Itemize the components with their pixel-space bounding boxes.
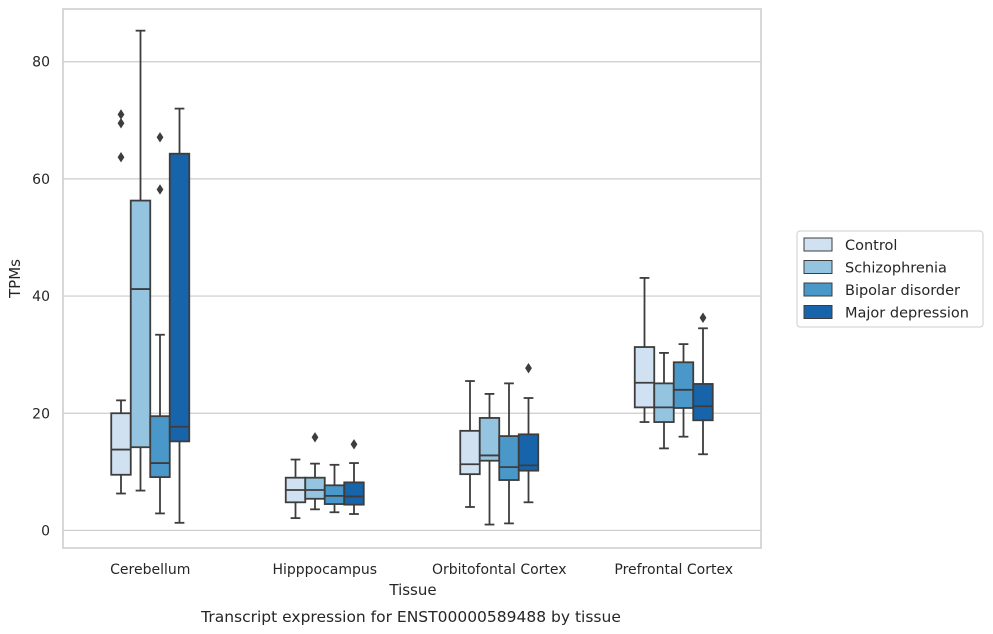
y-tick-label: 60 <box>32 172 50 188</box>
outlier-point <box>699 312 707 323</box>
x-axis-label: Tissue <box>388 581 436 599</box>
iqr-box <box>633 346 656 409</box>
chart-caption: Transcript expression for ENST0000058948… <box>200 608 621 626</box>
iqr-box <box>149 415 171 479</box>
box-group <box>633 277 656 423</box>
legend-label: Control <box>845 238 897 254</box>
legend-item: Control <box>803 237 897 254</box>
x-tick-label: Orbitofontal Cortex <box>432 562 567 578</box>
legend-item: Schizophrenia <box>803 260 947 277</box>
legend-label: Bipolar disorder <box>845 283 960 299</box>
box-group <box>129 29 152 492</box>
box-group <box>304 432 326 511</box>
legend-item: Major depression <box>803 305 969 322</box>
iqr-box <box>323 484 346 505</box>
iqr-box <box>653 382 675 423</box>
plot-area-frame <box>62 8 762 549</box>
y-axis-label: TPMs <box>6 259 24 299</box>
x-tick-label: Prefrontal Cortex <box>614 562 733 578</box>
outlier-point <box>156 132 164 143</box>
iqr-box <box>478 417 501 462</box>
iqr-box <box>304 476 326 500</box>
box-group <box>149 132 171 515</box>
iqr-box <box>498 435 520 481</box>
outlier-point <box>117 152 125 163</box>
box-group <box>343 439 365 515</box>
outlier-point <box>156 184 164 195</box>
y-tick-labels: 0 20 40 60 80 <box>32 55 50 540</box>
y-tick-label: 80 <box>32 55 50 71</box>
y-tick-label: 40 <box>32 289 50 305</box>
legend-swatch <box>803 305 833 319</box>
iqr-box <box>110 412 132 476</box>
box-group <box>517 362 540 504</box>
box-group <box>168 107 191 524</box>
box-group <box>110 109 132 495</box>
iqr-box <box>129 199 152 449</box>
legend-item: Bipolar disorder <box>803 282 960 299</box>
legend-frame <box>796 230 984 328</box>
box-group <box>323 463 346 514</box>
box-group <box>692 312 714 456</box>
box-group <box>459 380 481 508</box>
legend-label: Major depression <box>845 306 969 322</box>
box-group <box>498 382 520 525</box>
legend: Control Schizophrenia Bipolar disorder Majo… <box>796 230 984 328</box>
legend-items: Control Schizophrenia Bipolar disorder Majo… <box>803 237 969 322</box>
iqr-box <box>459 429 481 476</box>
legend-swatch <box>803 237 833 252</box>
x-tick-label: Cerebellum <box>110 562 190 578</box>
outlier-point <box>350 439 358 450</box>
outlier-point <box>117 118 125 129</box>
y-tick-label: 0 <box>41 523 50 539</box>
box-marks <box>110 29 714 526</box>
iqr-box <box>692 383 714 422</box>
box-group <box>478 393 501 526</box>
x-tick-labels: Cerebellum Hipppocampus Orbitofontal Corte… <box>110 562 733 578</box>
iqr-box <box>517 433 540 472</box>
iqr-box <box>343 481 365 506</box>
box-group <box>672 343 695 438</box>
y-tick-label: 20 <box>32 406 50 422</box>
outlier-point <box>525 362 532 374</box>
legend-label: Schizophrenia <box>845 261 947 277</box>
iqr-box <box>672 361 695 409</box>
legend-swatch <box>803 282 833 297</box>
outlier-point <box>117 109 125 120</box>
x-tick-label: Hipppocampus <box>272 562 377 578</box>
outlier-point <box>311 432 319 443</box>
box-group <box>653 352 675 450</box>
legend-swatch <box>803 260 833 274</box>
iqr-box <box>168 152 191 443</box>
box-group <box>284 458 307 520</box>
